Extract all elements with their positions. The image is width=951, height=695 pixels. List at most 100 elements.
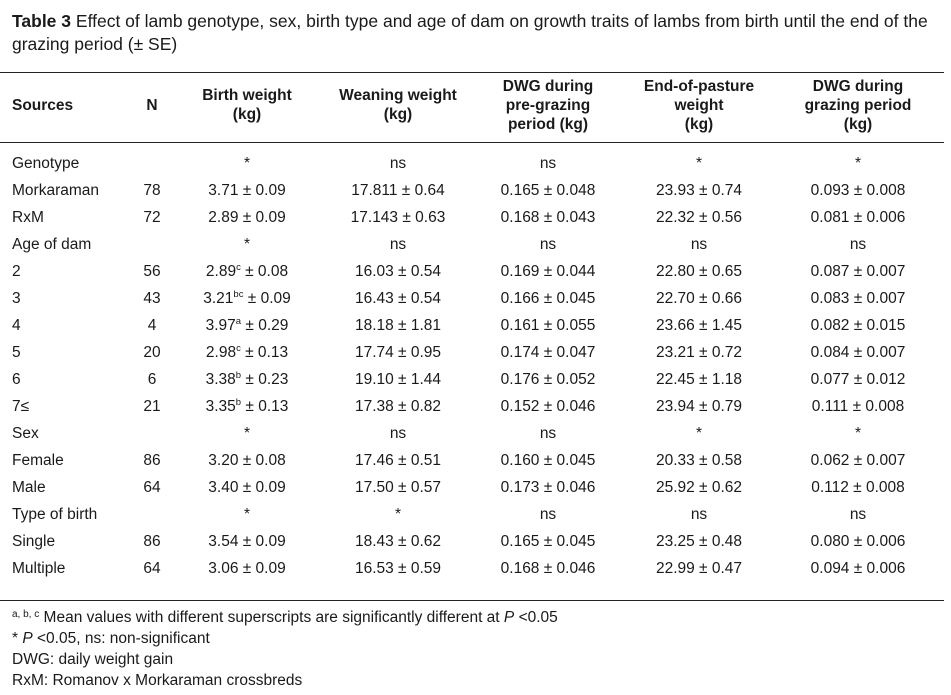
cell-dwg-pre-grazing: 0.168 ± 0.046	[500, 560, 596, 577]
cell-end-of-pasture: 25.92 ± 0.62	[655, 479, 743, 496]
cell-end-of-pasture: 23.21 ± 0.72	[655, 344, 743, 361]
cell-source: Single	[12, 533, 56, 550]
cell-source: Morkaraman	[12, 182, 99, 199]
cell-dwg-pre-grazing: 0.168 ± 0.043	[500, 209, 596, 226]
cell-source: Genotype	[12, 155, 80, 172]
cell-birth-weight: *	[243, 506, 251, 523]
cell-end-of-pasture: *	[695, 155, 703, 172]
header-rule	[0, 142, 944, 143]
cell-birth-weight: 3.54 ± 0.09	[208, 533, 286, 550]
table-row: Male 64 3.40 ± 0.09 17.50 ± 0.57 0.173 ± 0.0…	[0, 474, 944, 501]
cell-end-of-pasture: *	[695, 425, 703, 442]
cell-n: 43	[143, 290, 161, 307]
footnote-rxm: RxM: Romanov x Morkaraman crossbreds	[12, 672, 303, 689]
cell-source: 2	[12, 263, 21, 280]
cell-dwg-pre-grazing: ns	[539, 236, 557, 253]
header-dwg-pre-grazing: DWG during pre-grazing period (kg)	[502, 77, 594, 133]
cell-weaning-weight: ns	[389, 425, 407, 442]
header-end-of-pasture: End-of-pasture weight (kg)	[643, 77, 755, 133]
cell-n: 64	[143, 479, 161, 496]
cell-dwg-pre-grazing: ns	[539, 425, 557, 442]
cell-end-of-pasture: 22.45 ± 1.18	[655, 371, 743, 388]
header-dwg-grazing: DWG during grazing period (kg)	[804, 77, 912, 133]
cell-end-of-pasture: 22.70 ± 0.66	[655, 290, 743, 307]
cell-birth-weight: 3.40 ± 0.09	[208, 479, 286, 496]
cell-dwg-grazing: 0.087 ± 0.007	[810, 263, 906, 280]
cell-source: Sex	[12, 425, 39, 442]
cell-dwg-pre-grazing: 0.152 ± 0.046	[500, 398, 596, 415]
cell-weaning-weight: 18.43 ± 0.62	[354, 533, 442, 550]
cell-dwg-grazing: ns	[849, 236, 867, 253]
cell-dwg-pre-grazing: 0.160 ± 0.045	[500, 452, 596, 469]
cell-n: 86	[143, 533, 161, 550]
cell-dwg-pre-grazing: 0.176 ± 0.052	[500, 371, 596, 388]
cell-source: Male	[12, 479, 46, 496]
table-row: 5 20 2.98c ± 0.13 17.74 ± 0.95 0.174 ± 0.047…	[0, 339, 944, 366]
cell-end-of-pasture: 23.66 ± 1.45	[655, 317, 743, 334]
table-body: Genotype * ns ns * * Morkaraman 78 3.71 ± 0.09 17…	[0, 150, 944, 582]
cell-weaning-weight: *	[394, 506, 402, 523]
cell-end-of-pasture: 22.99 ± 0.47	[655, 560, 743, 577]
cell-n: 56	[143, 263, 161, 280]
table-row: Single 86 3.54 ± 0.09 18.43 ± 0.62 0.165 ± 0…	[0, 528, 944, 555]
table-label: Table 3	[12, 11, 72, 31]
cell-dwg-pre-grazing: 0.169 ± 0.044	[500, 263, 596, 280]
cell-source: 5	[12, 344, 21, 361]
table-row: Age of dam * ns ns ns ns	[0, 231, 944, 258]
table-caption-text: Effect of lamb genotype, sex, birth type…	[12, 11, 928, 54]
header-birth-weight: Birth weight (kg)	[202, 87, 292, 123]
cell-dwg-grazing: 0.080 ± 0.006	[810, 533, 906, 550]
cell-birth-weight: 3.71 ± 0.09	[208, 182, 286, 199]
header-weaning-weight: Weaning weight (kg)	[339, 87, 457, 123]
footnote-superscripts: a, b, c Mean values with different super…	[12, 609, 558, 626]
cell-dwg-grazing: *	[854, 425, 862, 442]
cell-source: 4	[12, 317, 21, 334]
cell-dwg-pre-grazing: 0.166 ± 0.045	[500, 290, 596, 307]
cell-end-of-pasture: 22.32 ± 0.56	[655, 209, 743, 226]
table-row: 2 56 2.89c ± 0.08 16.03 ± 0.54 0.169 ± 0.044…	[0, 258, 944, 285]
table-row: 3 43 3.21bc ± 0.09 16.43 ± 0.54 0.166 ± 0.04…	[0, 285, 944, 312]
cell-dwg-grazing: 0.112 ± 0.008	[811, 479, 905, 496]
cell-dwg-grazing: 0.081 ± 0.006	[810, 209, 906, 226]
header-n: N	[146, 96, 158, 114]
cell-birth-weight: 3.21bc ± 0.09	[203, 289, 291, 307]
cell-dwg-grazing: 0.093 ± 0.008	[810, 182, 906, 199]
cell-n: 20	[143, 344, 161, 361]
bottom-rule	[0, 600, 944, 601]
cell-end-of-pasture: ns	[690, 506, 708, 523]
table-row: Morkaraman 78 3.71 ± 0.09 17.811 ± 0.64 0.16…	[0, 177, 944, 204]
cell-end-of-pasture: 23.25 ± 0.48	[655, 533, 743, 550]
cell-dwg-pre-grazing: 0.165 ± 0.045	[500, 533, 596, 550]
header-sources: Sources	[12, 96, 74, 114]
cell-dwg-grazing: 0.083 ± 0.007	[810, 290, 906, 307]
cell-weaning-weight: 17.38 ± 0.82	[354, 398, 442, 415]
cell-weaning-weight: 17.811 ± 0.64	[351, 182, 445, 199]
cell-n: 6	[147, 371, 157, 388]
cell-dwg-grazing: 0.111 ± 0.008	[811, 398, 905, 415]
cell-birth-weight: 2.89c ± 0.08	[205, 262, 289, 280]
cell-n: 72	[143, 209, 161, 226]
cell-source: Type of birth	[12, 506, 98, 523]
footnote-dwg: DWG: daily weight gain	[12, 651, 174, 668]
cell-weaning-weight: ns	[389, 155, 407, 172]
cell-birth-weight: 3.97a ± 0.29	[205, 316, 289, 334]
table-footnotes: a, b, c Mean values with different super…	[12, 607, 558, 691]
cell-dwg-grazing: 0.084 ± 0.007	[810, 344, 906, 361]
table-row: Multiple 64 3.06 ± 0.09 16.53 ± 0.59 0.168 ±…	[0, 555, 944, 582]
cell-birth-weight: *	[243, 425, 251, 442]
cell-weaning-weight: 18.18 ± 1.81	[354, 317, 442, 334]
cell-birth-weight: 3.20 ± 0.08	[208, 452, 286, 469]
cell-n: 4	[147, 317, 157, 334]
cell-end-of-pasture: 23.94 ± 0.79	[655, 398, 743, 415]
cell-weaning-weight: 16.03 ± 0.54	[354, 263, 442, 280]
cell-source: Age of dam	[12, 236, 92, 253]
cell-dwg-pre-grazing: ns	[539, 506, 557, 523]
cell-birth-weight: 2.98c ± 0.13	[205, 343, 289, 361]
cell-dwg-pre-grazing: ns	[539, 155, 557, 172]
table-row: 7≤ 21 3.35b ± 0.13 17.38 ± 0.82 0.152 ± 0.04…	[0, 393, 944, 420]
table-row: 4 4 3.97a ± 0.29 18.18 ± 1.81 0.161 ± 0.055 2…	[0, 312, 944, 339]
cell-dwg-grazing: 0.094 ± 0.006	[810, 560, 906, 577]
table-row: Female 86 3.20 ± 0.08 17.46 ± 0.51 0.160 ± 0…	[0, 447, 944, 474]
cell-weaning-weight: 17.46 ± 0.51	[354, 452, 442, 469]
cell-end-of-pasture: 22.80 ± 0.65	[655, 263, 743, 280]
